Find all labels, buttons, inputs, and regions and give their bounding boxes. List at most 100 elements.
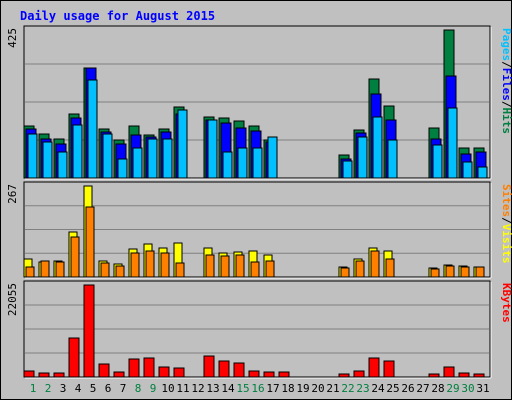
bar-kbytes [53, 372, 65, 378]
bar-kbytes [473, 373, 485, 378]
bar-pages [147, 138, 158, 179]
bar-pages [477, 166, 488, 179]
scale-label: 425 [6, 28, 19, 48]
bar-pages [132, 147, 143, 179]
bar-sites [55, 261, 65, 278]
bar-pages [432, 144, 443, 179]
legend-kbytes: KBytes [500, 283, 512, 323]
bar-kbytes [158, 366, 170, 378]
bar-kbytes [263, 371, 275, 378]
panel-top: 425 Pages/Files/Hits [6, 25, 512, 180]
day-label: 27 [416, 382, 429, 395]
bar-pages [102, 133, 113, 179]
bar-sites [385, 258, 395, 278]
bar-kbytes [368, 357, 380, 378]
day-label: 20 [311, 382, 324, 395]
day-label: 5 [90, 382, 97, 395]
day-label: 19 [296, 382, 309, 395]
bar-pages [372, 116, 383, 179]
bar-pages [387, 139, 398, 179]
day-label: 9 [150, 382, 157, 395]
day-label: 26 [401, 382, 414, 395]
bar-sites [340, 267, 350, 278]
bar-sites [445, 265, 455, 278]
bar-pages [177, 109, 188, 179]
bar-sites [175, 262, 185, 278]
day-label: 21 [326, 382, 339, 395]
bar-pages [447, 107, 458, 179]
bar-sites [25, 266, 35, 278]
day-axis-labels: 1 2 3 4 5 6 7 8 9 10 11 12 13 14 15 16 17 18 19 20 21 22 23 24 2… [30, 382, 490, 395]
bar-sites [145, 250, 155, 278]
bar-sites [100, 262, 110, 278]
day-label: 10 [161, 382, 174, 395]
bar-sites [370, 250, 380, 278]
day-label: 1 [30, 382, 37, 395]
day-label: 7 [120, 382, 127, 395]
bar-pages [222, 151, 233, 179]
day-label: 16 [251, 382, 264, 395]
bar-sites [85, 206, 95, 278]
bar-pages [267, 136, 278, 179]
bar-sites [265, 260, 275, 278]
day-label: 12 [191, 382, 204, 395]
bar-kbytes [248, 370, 260, 378]
panel-bottom: 22055 KBytes [6, 280, 512, 379]
bar-sites [460, 266, 470, 278]
day-label: 28 [431, 382, 444, 395]
bar-pages [57, 151, 68, 179]
day-label: 15 [236, 382, 249, 395]
bar-kbytes [23, 370, 35, 378]
bar-kbytes [83, 284, 95, 378]
bar-pages [357, 136, 368, 179]
bar-kbytes [173, 367, 185, 378]
bar-pages [117, 158, 128, 179]
day-label: 25 [386, 382, 399, 395]
day-label: 22 [341, 382, 354, 395]
legend-text: Pages/Files/Hits [500, 28, 512, 134]
bar-pages [27, 133, 38, 179]
bar-pages [42, 141, 53, 179]
day-label: 23 [356, 382, 369, 395]
bar-sites [220, 255, 230, 278]
bar-kbytes [203, 355, 215, 378]
bar-kbytes [143, 357, 155, 378]
legend-separator: / [500, 101, 512, 108]
bar-kbytes [278, 371, 290, 378]
legend-sites: Sites [500, 184, 512, 217]
day-label: 30 [461, 382, 474, 395]
scale-label: 22055 [6, 283, 19, 316]
legend-pages: Pages [500, 28, 512, 61]
legend-separator: / [500, 61, 512, 68]
chart-title: Daily usage for August 2015 [20, 9, 215, 23]
day-label: 4 [75, 382, 82, 395]
bar-sites [160, 252, 170, 278]
legend-text: KBytes [500, 283, 512, 323]
day-label: 6 [105, 382, 112, 395]
bar-sites [130, 252, 140, 278]
day-label: 3 [60, 382, 67, 395]
bar-sites [235, 254, 245, 278]
scale-label: 267 [6, 184, 19, 204]
bar-pages [252, 147, 263, 179]
bar-kbytes [443, 366, 455, 378]
day-label: 24 [371, 382, 385, 395]
bar-sites [475, 266, 485, 278]
day-label: 18 [281, 382, 294, 395]
bar-sites [430, 268, 440, 278]
bar-kbytes [353, 370, 365, 378]
bar-kbytes [38, 372, 50, 378]
day-label: 14 [221, 382, 235, 395]
bar-kbytes [113, 371, 125, 378]
day-label: 31 [476, 382, 489, 395]
bar-kbytes [338, 373, 350, 378]
day-label: 29 [446, 382, 459, 395]
bar-kbytes [383, 360, 395, 378]
bar-kbytes [428, 373, 440, 378]
legend-files: Files [500, 68, 512, 101]
bar-pages [342, 160, 353, 179]
bar-sites [205, 254, 215, 278]
day-label: 11 [176, 382, 189, 395]
bar-sites [70, 236, 80, 278]
